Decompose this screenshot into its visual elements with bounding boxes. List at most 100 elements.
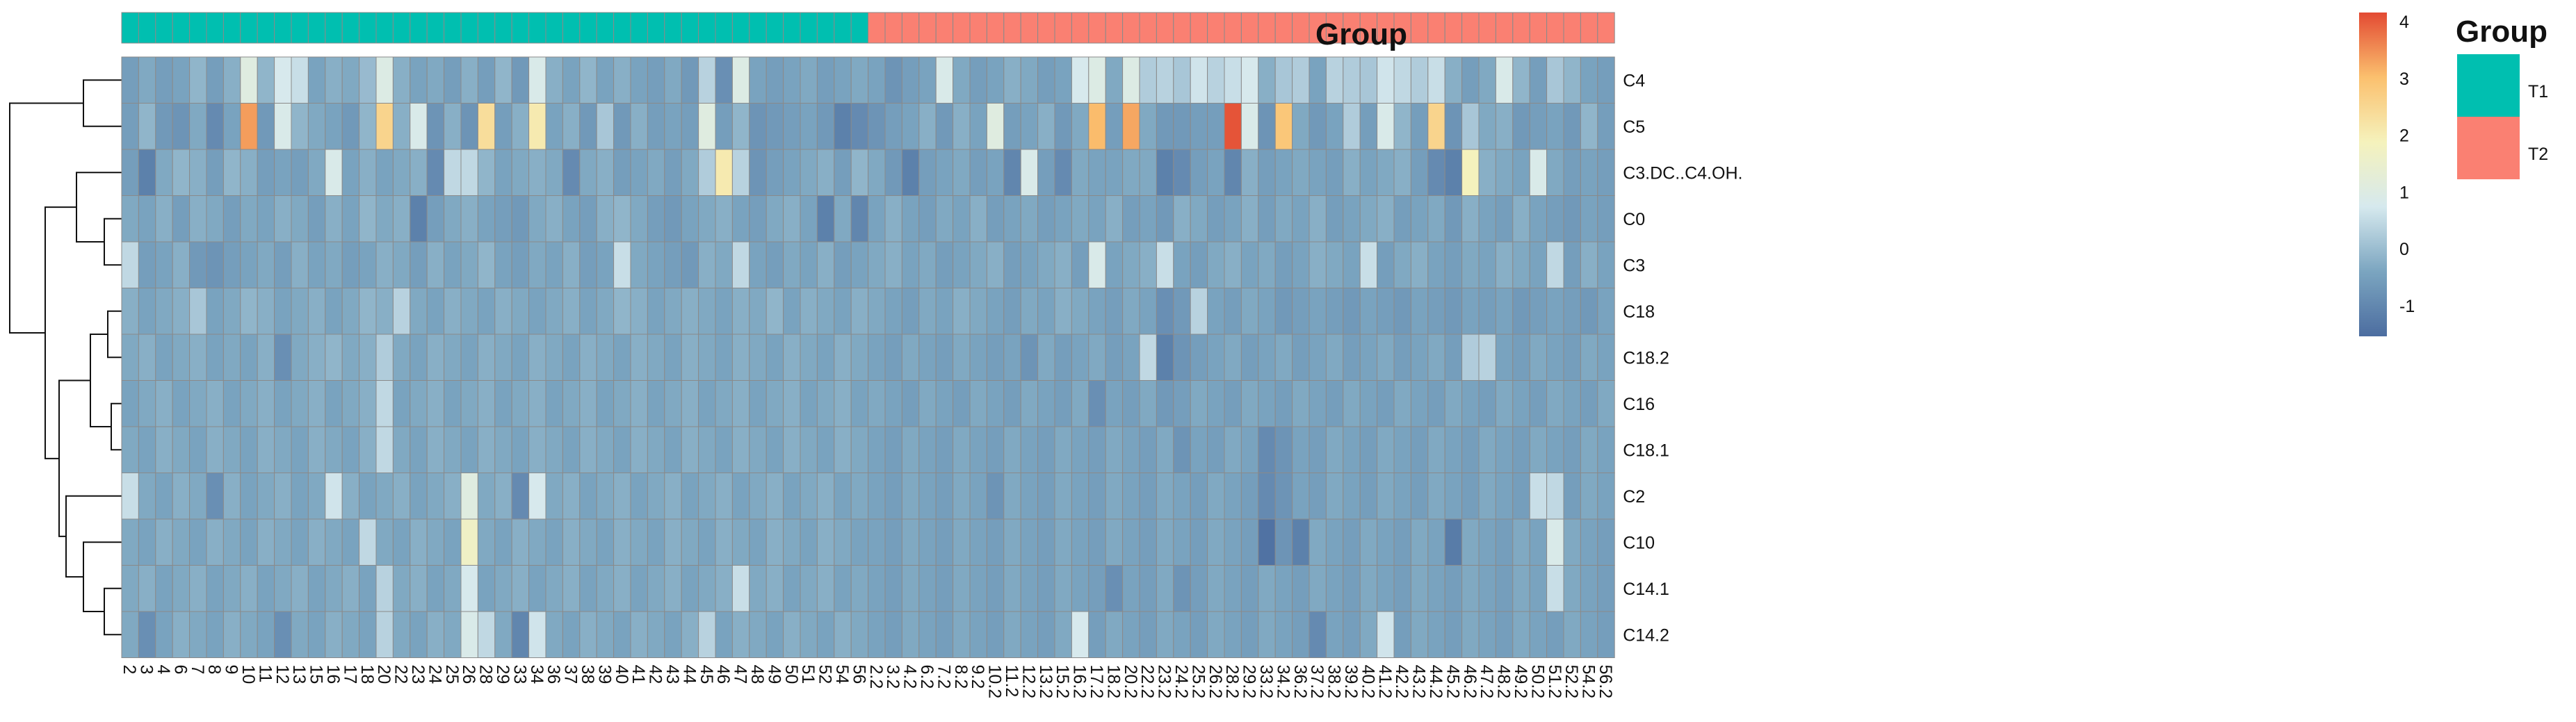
heatmap-cell [1495, 380, 1514, 427]
heatmap-cell [868, 565, 886, 612]
heatmap-cell [1088, 195, 1106, 243]
heatmap-cell [375, 565, 394, 612]
heatmap-cell [528, 473, 546, 520]
heatmap-cell [138, 518, 156, 566]
row-label: C0 [1623, 210, 1645, 229]
row-label: C18 [1623, 302, 1655, 322]
heatmap-cell [121, 241, 139, 288]
heatmap-cell [630, 611, 648, 658]
heatmap-cell [1258, 288, 1276, 335]
heatmap-cell [325, 103, 343, 150]
heatmap-cell [1003, 241, 1021, 288]
heatmap-cell [1325, 103, 1344, 150]
legend-label-T2: T2 [2528, 145, 2548, 164]
heatmap-cell [834, 149, 852, 196]
heatmap-cell [545, 565, 563, 612]
heatmap-cell [647, 565, 665, 612]
heatmap-cell [545, 241, 563, 288]
heatmap-cell [1020, 149, 1039, 196]
heatmap-cell [240, 380, 258, 427]
heatmap-cell [1105, 56, 1124, 104]
heatmap-cell [783, 241, 801, 288]
heatmap-cell [1563, 473, 1581, 520]
heatmap-cell [698, 56, 716, 104]
heatmap-cell [1427, 56, 1445, 104]
column-label: 7 [188, 665, 207, 675]
heatmap-cell [1580, 241, 1598, 288]
heatmap-cell [274, 380, 292, 427]
column-label: 12.2 [1019, 665, 1038, 699]
heatmap-cell [749, 380, 767, 427]
heatmap-cell [596, 195, 615, 243]
heatmap-cell [511, 103, 530, 150]
heatmap-cell [477, 380, 496, 427]
heatmap-cell [307, 426, 326, 473]
column-label: 6 [170, 665, 190, 675]
heatmap-cell [206, 518, 224, 566]
heatmap-cell [783, 611, 801, 658]
heatmap-cell [1359, 426, 1378, 473]
column-label: 25 [442, 665, 462, 684]
heatmap-cell [1020, 565, 1039, 612]
heatmap-cell [901, 565, 920, 612]
heatmap-cell [121, 334, 139, 381]
group-cell-T1 [783, 12, 801, 44]
heatmap-cell [1377, 195, 1395, 243]
heatmap-cell [715, 195, 733, 243]
group-cell-T2 [884, 12, 902, 44]
heatmap-cell [1597, 288, 1615, 335]
column-label: 22 [391, 665, 411, 684]
heatmap-cell [1325, 56, 1344, 104]
heatmap-cell [1190, 565, 1208, 612]
column-label: 9 [222, 665, 241, 675]
column-label: 11.2 [1002, 665, 1021, 698]
heatmap-cell [765, 518, 784, 566]
heatmap-cell [1410, 288, 1429, 335]
heatmap-cell [1580, 611, 1598, 658]
dendrogram-branch [111, 402, 122, 451]
heatmap-cell [579, 611, 597, 658]
heatmap-cell [562, 565, 581, 612]
heatmap-cell [1563, 241, 1581, 288]
group-cell-T1 [206, 12, 224, 44]
group-cell-T1 [698, 12, 716, 44]
heatmap-cell [494, 288, 512, 335]
heatmap-cell [1359, 611, 1378, 658]
heatmap-cell [681, 426, 699, 473]
heatmap-cell [647, 334, 665, 381]
heatmap-cell [596, 473, 615, 520]
heatmap-cell [528, 334, 546, 381]
heatmap-cell [1563, 380, 1581, 427]
group-cell-T2 [953, 12, 971, 44]
heatmap-cell [1580, 288, 1598, 335]
heatmap-cell [1359, 380, 1378, 427]
heatmap-cell [731, 56, 750, 104]
heatmap-cell [1088, 473, 1106, 520]
heatmap-cell [494, 380, 512, 427]
heatmap-cell [596, 103, 615, 150]
heatmap-cell [1597, 195, 1615, 243]
heatmap-cell [1427, 241, 1445, 288]
row-label: C16 [1623, 395, 1655, 414]
heatmap-cell [1309, 241, 1327, 288]
heatmap-cell [834, 288, 852, 335]
heatmap-cell [460, 288, 478, 335]
heatmap-cell [155, 241, 173, 288]
heatmap-cell [1122, 288, 1140, 335]
row-label: C5 [1623, 117, 1645, 137]
heatmap-cell [1325, 426, 1344, 473]
group-cell-T1 [528, 12, 546, 44]
heatmap-cell [307, 611, 326, 658]
heatmap-cell [375, 56, 394, 104]
heatmap-cell [1495, 473, 1514, 520]
heatmap-cell [816, 288, 835, 335]
heatmap-cell [138, 565, 156, 612]
heatmap-cell [715, 334, 733, 381]
heatmap-cell [1258, 611, 1276, 658]
heatmap-cell [172, 103, 191, 150]
heatmap-cell [935, 611, 954, 658]
heatmap-cell [307, 380, 326, 427]
heatmap-cell [222, 56, 241, 104]
heatmap-cell [341, 426, 360, 473]
heatmap-cell [800, 241, 818, 288]
